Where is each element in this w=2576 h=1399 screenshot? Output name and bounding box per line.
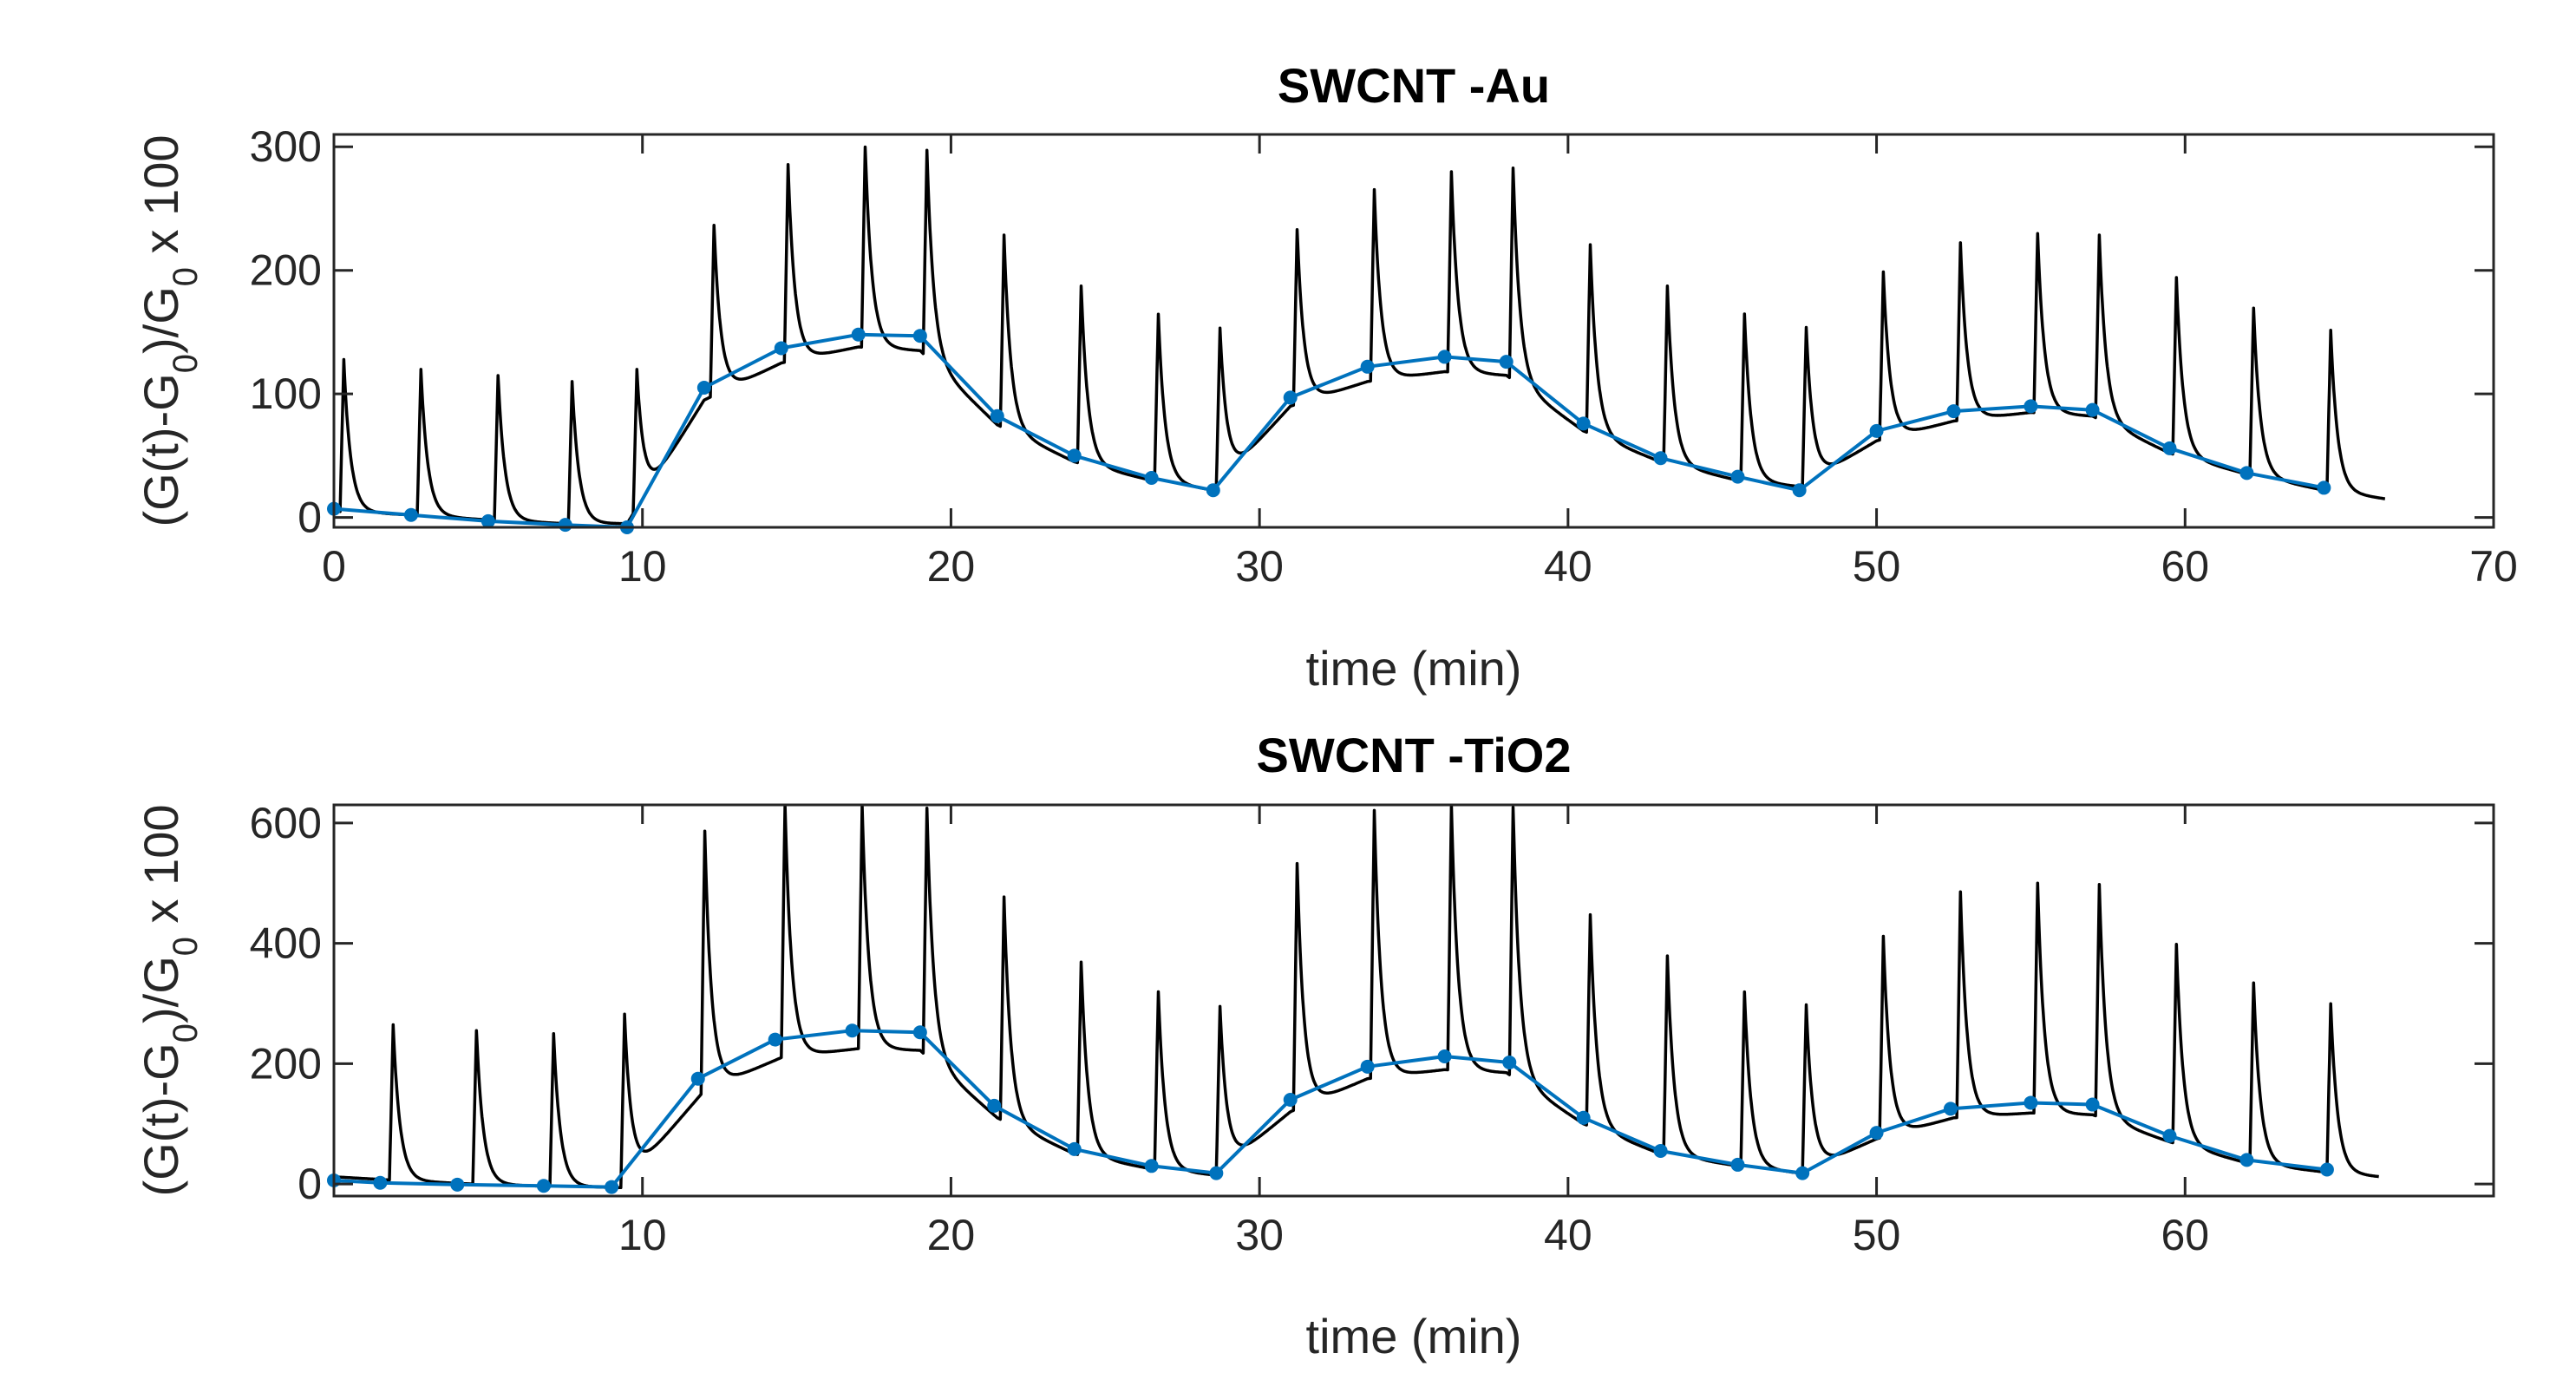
- trend-point: [2319, 1162, 2334, 1177]
- y-tick-label: 300: [250, 122, 322, 171]
- trend-point: [536, 1179, 551, 1193]
- trend-point: [2239, 1153, 2254, 1167]
- trend-point: [990, 409, 1004, 423]
- trend-point: [1067, 1141, 1082, 1156]
- x-tick-label: 40: [1544, 542, 1592, 591]
- trend-point: [851, 327, 866, 342]
- y-tick-label: 200: [250, 246, 322, 295]
- y-tick-label: 0: [297, 1160, 322, 1208]
- trend-point: [1502, 1055, 1517, 1069]
- x-tick-label: 10: [618, 542, 667, 591]
- x-tick-label: 50: [1853, 542, 1901, 591]
- trend-point: [1653, 451, 1668, 466]
- trend-point: [987, 1098, 1002, 1113]
- trend-point: [1869, 423, 1884, 438]
- y-tick-label: 600: [250, 799, 322, 847]
- trend-point: [1576, 1110, 1591, 1125]
- x-tick-label: 70: [2469, 542, 2518, 591]
- y-tick-label: 200: [250, 1039, 322, 1088]
- trend-point: [605, 1180, 619, 1194]
- trend-point: [2239, 466, 2254, 480]
- x-tick-label: 20: [927, 1211, 976, 1259]
- trend-point: [2317, 480, 2331, 495]
- trend-point: [373, 1175, 388, 1190]
- trend-point: [1795, 1166, 1810, 1180]
- trend-point: [1206, 483, 1220, 498]
- x-tick-label: 50: [1853, 1211, 1901, 1259]
- trend-point: [1576, 416, 1591, 431]
- trend-point: [2162, 1128, 2177, 1143]
- x-tick-label: 40: [1544, 1211, 1592, 1259]
- trend-point: [1360, 359, 1375, 374]
- trend-point: [1437, 1049, 1452, 1064]
- trend-point: [1730, 469, 1745, 484]
- x-tick-label: 30: [1235, 1211, 1284, 1259]
- series-trend-line: [334, 332, 2324, 527]
- chart-title: SWCNT -TiO2: [1257, 728, 1572, 782]
- trend-point: [1730, 1157, 1745, 1172]
- series-trend-line: [334, 1029, 2328, 1189]
- x-tick-label: 10: [618, 1211, 667, 1259]
- trend-point: [1209, 1166, 1224, 1180]
- trend-point: [450, 1177, 465, 1192]
- trend-point: [845, 1023, 860, 1038]
- y-axis-label: (G(t)-G0)/G0 x 100: [134, 134, 205, 526]
- trend-point: [2085, 402, 2100, 417]
- trend-point: [1653, 1143, 1668, 1158]
- trend-point: [774, 341, 788, 356]
- trend-point: [403, 507, 418, 522]
- trend-point: [912, 1025, 927, 1040]
- x-axis-label: time (min): [1306, 641, 1522, 696]
- trend-point: [1437, 350, 1452, 364]
- axes-box: [332, 803, 2495, 1198]
- trend-point: [1144, 1159, 1159, 1173]
- x-tick-label: 30: [1235, 542, 1284, 591]
- y-axis-label: (G(t)-G0)/G0 x 100: [134, 804, 205, 1196]
- x-tick-label: 60: [2161, 1211, 2209, 1259]
- trend-point: [1067, 448, 1082, 463]
- trend-point: [1283, 390, 1298, 405]
- x-tick-label: 0: [322, 542, 346, 591]
- series-response-line: [334, 805, 2380, 1190]
- trend-point: [558, 518, 572, 533]
- trend-point: [2085, 1097, 2100, 1112]
- trend-point: [481, 513, 495, 528]
- y-tick-label: 0: [297, 494, 322, 542]
- series-response-line: [334, 145, 2386, 526]
- axes-box: [332, 133, 2495, 529]
- trend-point: [696, 381, 711, 396]
- trend-point: [768, 1032, 782, 1047]
- trend-point: [690, 1071, 705, 1086]
- trend-point: [1283, 1092, 1298, 1107]
- trend-point: [2024, 1095, 2038, 1110]
- trend-point: [912, 329, 927, 343]
- panel-1: SWCNT -Au 0 10 20 30 40 50 60 70 0 100 200 300 time (…: [134, 58, 2518, 696]
- trend-point: [1360, 1059, 1375, 1074]
- x-tick-label: 60: [2161, 542, 2209, 591]
- trend-point: [1943, 1102, 1958, 1116]
- trend-point: [1869, 1126, 1884, 1141]
- trend-point: [1499, 355, 1514, 369]
- trend-point: [2162, 441, 2177, 455]
- x-axis-label: time (min): [1306, 1309, 1522, 1363]
- trend-point: [1946, 404, 1961, 419]
- x-tick-label: 20: [927, 542, 976, 591]
- trend-point: [1144, 471, 1159, 486]
- chart-title: SWCNT -Au: [1278, 58, 1550, 113]
- trend-point: [1792, 483, 1807, 498]
- y-tick-label: 100: [250, 369, 322, 418]
- trend-point: [2024, 399, 2038, 414]
- y-tick-label: 400: [250, 919, 322, 968]
